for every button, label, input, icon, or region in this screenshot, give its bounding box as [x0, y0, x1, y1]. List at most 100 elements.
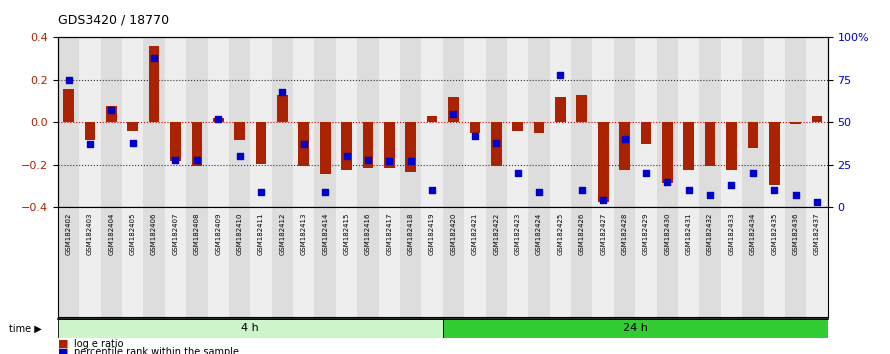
Bar: [357, 37, 378, 207]
Bar: [443, 319, 828, 338]
Text: GSM182425: GSM182425: [557, 212, 563, 255]
Bar: [320, 122, 330, 174]
Point: [232, 153, 247, 159]
Text: GSM182427: GSM182427: [600, 212, 606, 255]
Point: [254, 189, 268, 195]
Bar: [122, 207, 143, 317]
Bar: [400, 37, 421, 207]
Bar: [378, 207, 400, 317]
Text: GSM182419: GSM182419: [429, 212, 435, 255]
Point: [554, 72, 568, 78]
Text: GSM182410: GSM182410: [237, 212, 243, 255]
Point: [618, 136, 632, 142]
Bar: [507, 207, 529, 317]
Text: GSM182407: GSM182407: [173, 212, 179, 255]
Bar: [357, 207, 378, 317]
Bar: [165, 207, 186, 317]
Bar: [443, 37, 465, 207]
Point: [490, 140, 504, 145]
Text: GSM182406: GSM182406: [151, 212, 157, 255]
Bar: [684, 122, 694, 170]
Bar: [229, 207, 250, 317]
Bar: [293, 207, 314, 317]
Bar: [255, 122, 266, 164]
Bar: [421, 37, 442, 207]
Bar: [593, 207, 614, 317]
Point: [318, 189, 332, 195]
Bar: [748, 122, 758, 148]
Bar: [705, 122, 716, 166]
Text: time ▶: time ▶: [9, 323, 42, 333]
Text: GSM182420: GSM182420: [450, 212, 457, 255]
Text: GSM182434: GSM182434: [750, 212, 756, 255]
Bar: [529, 207, 550, 317]
Bar: [764, 37, 785, 207]
Bar: [336, 37, 357, 207]
Bar: [58, 319, 443, 338]
Bar: [550, 37, 571, 207]
Bar: [486, 207, 507, 317]
Text: GSM182416: GSM182416: [365, 212, 371, 255]
Point: [810, 199, 824, 205]
Bar: [191, 122, 202, 166]
Text: GSM182418: GSM182418: [408, 212, 414, 255]
Bar: [378, 37, 400, 207]
Bar: [465, 37, 486, 207]
Bar: [271, 37, 293, 207]
Text: ■: ■: [58, 339, 69, 349]
Bar: [58, 37, 79, 207]
Text: GSM182431: GSM182431: [685, 212, 692, 255]
Text: GSM182421: GSM182421: [472, 212, 478, 255]
Point: [168, 157, 182, 162]
Bar: [277, 95, 287, 122]
Bar: [143, 207, 165, 317]
Bar: [229, 37, 250, 207]
Text: GSM182408: GSM182408: [194, 212, 200, 255]
Text: log e ratio: log e ratio: [74, 339, 124, 349]
Point: [682, 187, 696, 193]
Text: GSM182403: GSM182403: [87, 212, 93, 255]
Text: GSM182411: GSM182411: [258, 212, 264, 255]
Point: [339, 153, 353, 159]
Point: [382, 158, 396, 164]
Bar: [362, 122, 373, 168]
Bar: [619, 122, 630, 170]
Bar: [336, 207, 357, 317]
Point: [83, 141, 97, 147]
Bar: [314, 37, 336, 207]
Bar: [742, 37, 764, 207]
Bar: [443, 207, 465, 317]
Point: [61, 77, 76, 82]
Text: GSM182424: GSM182424: [536, 212, 542, 255]
Text: GSM182412: GSM182412: [279, 212, 286, 255]
Bar: [122, 37, 143, 207]
Bar: [405, 122, 416, 172]
Bar: [250, 207, 271, 317]
Text: GSM182435: GSM182435: [772, 212, 777, 255]
Text: GSM182417: GSM182417: [386, 212, 392, 255]
Bar: [127, 122, 138, 131]
Bar: [577, 95, 587, 122]
Bar: [571, 37, 593, 207]
Bar: [341, 122, 352, 170]
Point: [746, 170, 760, 176]
Point: [447, 111, 461, 116]
Bar: [614, 207, 635, 317]
Bar: [806, 207, 828, 317]
Bar: [106, 106, 117, 122]
Bar: [598, 122, 609, 202]
Text: GSM182404: GSM182404: [109, 212, 114, 255]
Bar: [507, 37, 529, 207]
Bar: [700, 207, 721, 317]
Text: GSM182423: GSM182423: [514, 212, 521, 255]
Bar: [657, 37, 678, 207]
Bar: [79, 207, 101, 317]
Text: GSM182429: GSM182429: [643, 212, 649, 255]
Bar: [550, 207, 571, 317]
Bar: [213, 118, 223, 122]
Bar: [721, 37, 742, 207]
Bar: [785, 207, 806, 317]
Point: [468, 133, 482, 138]
Bar: [101, 207, 122, 317]
Text: GSM182402: GSM182402: [66, 212, 71, 255]
